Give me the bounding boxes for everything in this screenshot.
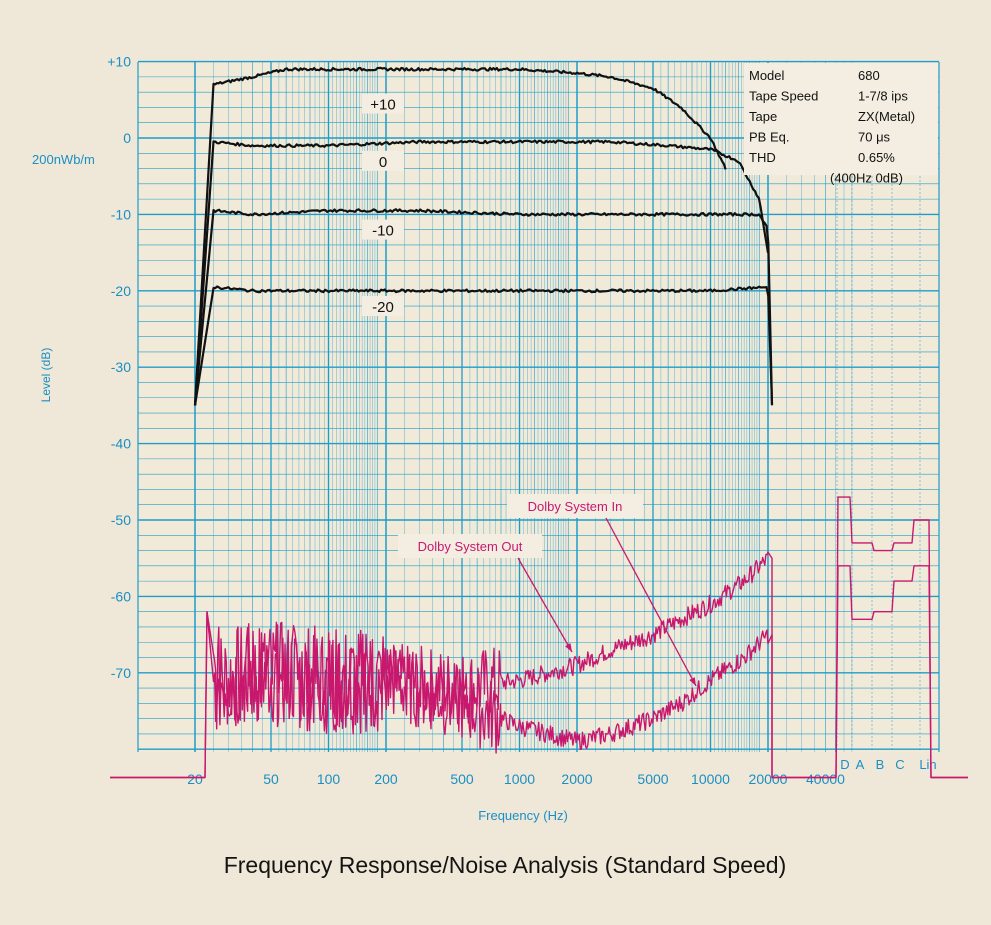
x-tick-label: 100 (317, 771, 341, 787)
info-table: Model 680 Tape Speed 1-7/8 ips Tape ZX(Metal)… (744, 63, 938, 186)
x-tick-label: 500 (450, 771, 474, 787)
x-axis-label: Frequency (Hz) (478, 808, 568, 823)
info-key: Tape (749, 109, 777, 124)
y-tick-label: -30 (111, 359, 131, 375)
response-label-box (362, 219, 404, 240)
response-label: +10 (370, 97, 395, 114)
x-tick-label: 10000 (691, 771, 730, 787)
info-key: Model (749, 68, 785, 83)
weighting-labels: D A B C Lin (840, 757, 936, 772)
y-tick-label: -40 (111, 436, 131, 452)
grid (137, 60, 940, 752)
weighting-label-a: A (856, 757, 865, 772)
x-tick-label: 50 (263, 771, 279, 787)
annotation-arrowhead (565, 643, 572, 652)
y-axis-ticks: +10 0 -10 -20 -30 -40 -50 -60 -70 (107, 54, 131, 681)
info-key: Tape Speed (749, 89, 818, 104)
info-value: (400Hz 0dB) (830, 171, 903, 186)
info-value: 70 μs (858, 130, 891, 145)
x-tick-label: 5000 (637, 771, 668, 787)
x-tick-label: 20 (187, 771, 203, 787)
response-curves: +10 0 -10 -20 (193, 66, 774, 406)
info-value: 0.65% (858, 150, 895, 165)
x-axis-ticks: 20 50 100 200 500 1000 2000 5000 10000 20000 40000 (187, 771, 845, 787)
y-tick-label: -50 (111, 512, 131, 528)
weighting-label-c: C (895, 757, 904, 772)
y-tick-label: +10 (107, 54, 131, 70)
noise-curves: Dolby System Out Dolby System In (110, 494, 968, 779)
response-label: -20 (372, 299, 394, 316)
info-value: 680 (858, 68, 880, 83)
y-tick-label: -70 (111, 665, 131, 681)
weighting-label-lin: Lin (919, 757, 936, 772)
info-key: THD (749, 150, 776, 165)
annotation-arrowhead (689, 677, 696, 686)
response-label: 0 (379, 154, 387, 171)
y-tick-label: 0 (123, 130, 131, 146)
annotation-arrow (517, 557, 573, 653)
response-line-0 (193, 66, 727, 406)
noise-line-dolby-in (110, 565, 968, 779)
response-label-box (362, 93, 404, 114)
y-axis-label: Level (dB) (39, 348, 53, 403)
response-label: -10 (372, 223, 394, 240)
annotation-box (507, 494, 643, 518)
x-tick-label: 200 (374, 771, 398, 787)
info-value: ZX(Metal) (858, 109, 915, 124)
noise-annotation-1: Dolby System In (528, 499, 623, 514)
annotation-arrow (605, 517, 697, 687)
response-line-1 (193, 139, 770, 406)
weighting-label-d: D (840, 757, 849, 772)
y-tick-label: -60 (111, 588, 131, 604)
x-tick-label: 20000 (749, 771, 788, 787)
y-reference-label: 200nWb/m (32, 152, 95, 167)
chart-title: Frequency Response/Noise Analysis (Stand… (224, 852, 787, 878)
y-tick-label: -20 (111, 283, 131, 299)
response-line-2 (193, 208, 774, 406)
info-table-bg (744, 63, 938, 175)
response-label-box (362, 150, 404, 171)
x-tick-label: 40000 (806, 771, 845, 787)
noise-annotation-0: Dolby System Out (418, 539, 523, 554)
weighting-label-b: B (876, 757, 885, 772)
x-tick-label: 1000 (504, 771, 535, 787)
response-line-3 (193, 285, 774, 406)
annotation-box (398, 534, 542, 558)
info-key: PB Eq. (749, 130, 789, 145)
y-tick-label: -10 (111, 206, 131, 222)
response-label-box (362, 295, 404, 316)
info-value: 1-7/8 ips (858, 89, 908, 104)
x-tick-label: 2000 (561, 771, 592, 787)
